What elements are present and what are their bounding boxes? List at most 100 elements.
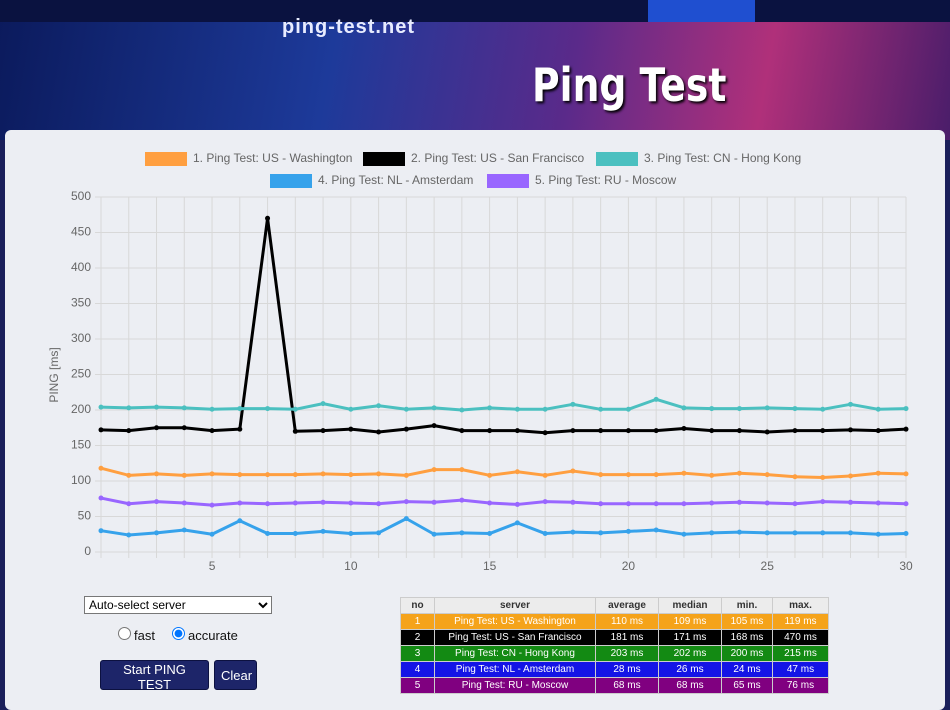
radio-label: fast [134,628,155,643]
data-point [487,500,493,506]
data-point [98,528,104,534]
data-point [209,531,215,537]
data-point [292,500,298,506]
data-point [736,499,742,505]
data-point [514,520,520,526]
data-point [542,531,548,537]
data-point [598,472,604,478]
data-point [320,428,326,434]
header: ping-test.net Ping Test [0,0,950,140]
radio-label: accurate [188,628,238,643]
column-header: max. [772,597,829,614]
data-point [875,531,881,537]
site-name: ping-test.net [282,16,415,38]
data-point [653,396,659,402]
data-point [209,428,215,434]
data-point [431,499,437,505]
column-header: no [400,597,435,614]
series-line [100,517,907,537]
data-point [514,406,520,412]
data-point [764,429,770,435]
data-point [459,497,465,503]
data-point [681,531,687,537]
table-cell: 105 ms [721,613,773,630]
data-point [487,472,493,478]
page-title: Ping Test [532,58,727,112]
data-point [598,530,604,536]
data-point [487,531,493,537]
table-cell: 68 ms [658,677,722,694]
table-cell: 5 [400,677,435,694]
mode-accurate[interactable]: accurate [172,627,238,643]
data-point [820,499,826,505]
data-point [292,406,298,412]
server-select[interactable]: Auto-select server [84,596,272,614]
nav-tab[interactable] [648,0,755,22]
data-point [237,472,243,478]
table-cell: Ping Test: US - San Francisco [434,629,596,646]
data-point [126,532,132,538]
mode-fast[interactable]: fast [118,627,155,643]
data-point [792,428,798,434]
data-point [154,530,160,536]
data-point [847,427,853,433]
table-cell: 168 ms [721,629,773,646]
data-point [903,471,909,477]
data-point [403,516,409,522]
table-cell: 171 ms [658,629,722,646]
data-point [154,404,160,410]
legend-swatch [270,174,312,188]
data-point [736,428,742,434]
table-cell: 109 ms [658,613,722,630]
results-table: no server average median min. max. 1 Ping Test:… [400,597,829,694]
table-cell: 470 ms [772,629,829,646]
table-cell: 2 [400,629,435,646]
data-point [237,426,243,432]
series-line [100,397,907,412]
table-cell: 202 ms [658,645,722,662]
start-button[interactable]: Start PING TEST [100,660,209,692]
data-point [98,465,104,471]
y-tick-label: 0 [84,544,91,558]
data-point [265,531,271,537]
y-tick-label: 500 [71,189,91,203]
data-point [292,531,298,537]
data-point [431,423,437,429]
radio[interactable] [172,627,185,640]
series-line [100,466,907,479]
column-header: average [595,597,659,614]
data-point [625,472,631,478]
table-cell: 47 ms [772,661,829,678]
data-point [292,428,298,434]
table-cell: 28 ms [595,661,659,678]
table-cell: Ping Test: US - Washington [434,613,596,630]
clear-button[interactable]: Clear [214,660,257,690]
y-axis-label: PING [ms] [47,347,61,402]
data-point [598,501,604,507]
data-point [709,406,715,412]
data-point [709,500,715,506]
data-point [736,406,742,412]
radio[interactable] [118,627,131,640]
data-point [181,405,187,411]
legend-label: 5. Ping Test: RU - Moscow [535,173,676,187]
data-point [459,530,465,536]
data-point [764,500,770,506]
data-point [625,501,631,507]
data-point [265,501,271,507]
data-point [875,470,881,476]
data-point [653,428,659,434]
data-point [209,406,215,412]
data-point [459,407,465,413]
data-point [514,469,520,475]
column-header: min. [721,597,773,614]
data-point [237,500,243,506]
column-header: median [658,597,722,614]
data-point [181,527,187,533]
table-cell: 65 ms [721,677,773,694]
data-point [653,501,659,507]
data-point [126,405,132,411]
data-point [598,428,604,434]
data-point [542,472,548,478]
legend-label: 3. Ping Test: CN - Hong Kong [644,151,801,165]
